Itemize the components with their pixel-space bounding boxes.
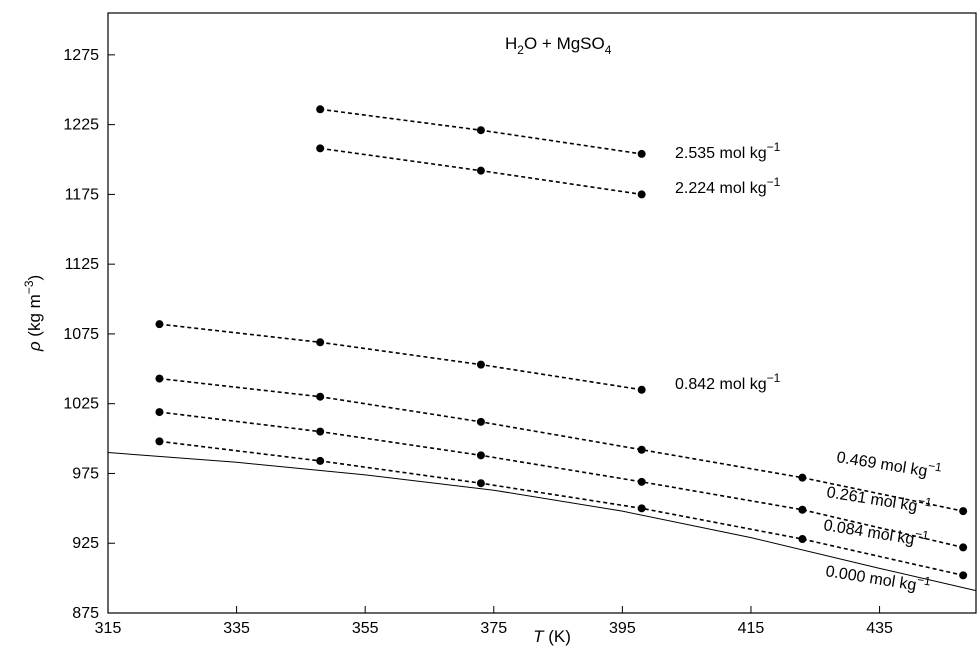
series-2.535 [316, 105, 646, 158]
series-0.084 [155, 437, 968, 580]
data-point [637, 385, 646, 394]
data-point [637, 149, 646, 158]
series-0.469 [155, 374, 968, 516]
data-point [155, 408, 164, 417]
data-point [798, 473, 807, 482]
y-tick-label: 1075 [63, 326, 99, 343]
data-point [316, 427, 325, 436]
x-tick-label: 415 [738, 620, 765, 637]
y-tick-label: 875 [72, 605, 99, 622]
data-point [637, 445, 646, 454]
plot-frame [107, 12, 977, 614]
data-point [316, 392, 325, 401]
y-tick-label: 1175 [65, 186, 100, 203]
x-tick-label: 395 [609, 620, 636, 637]
x-tick-label: 335 [223, 620, 250, 637]
ticks-layer: 315 335 355 375 395 415 435 875 925 975 1025 1075 11… [63, 47, 893, 637]
data-point [476, 126, 485, 135]
series-line [159, 440, 964, 577]
series-label-0.261: 0.261 mol kg−1 [825, 479, 933, 517]
data-point [476, 360, 485, 369]
series-0.261 [155, 408, 968, 552]
y-tick-label: 1125 [65, 256, 100, 273]
x-tick-label: 435 [866, 620, 893, 637]
x-axis-label: T (K) [533, 627, 571, 646]
data-point [316, 144, 325, 153]
data-point [959, 543, 968, 552]
series-2.224 [316, 144, 646, 199]
series-label-2.224: 2.224 mol kg−1 [675, 175, 781, 197]
series-label-0.842: 0.842 mol kg−1 [675, 371, 781, 393]
data-point [155, 320, 164, 329]
data-point [316, 456, 325, 465]
data-point [476, 479, 485, 488]
data-point [798, 535, 807, 544]
chart-annotation: H2O + MgSO4 [505, 34, 612, 57]
data-point [798, 505, 807, 514]
data-point [476, 166, 485, 175]
series-0.000 [107, 452, 977, 592]
data-point [316, 105, 325, 114]
y-tick-label: 925 [72, 535, 99, 552]
data-point [637, 477, 646, 486]
series-label-2.535: 2.535 mol kg−1 [675, 140, 781, 162]
data-point [637, 190, 646, 199]
y-tick-label: 975 [72, 465, 99, 482]
labels-layer: 2.535 mol kg−1 2.224 mol kg−1 0.842 mol kg… [675, 140, 943, 594]
data-point [155, 437, 164, 446]
data-point [959, 571, 968, 580]
data-point [476, 451, 485, 460]
y-tick-label: 1225 [63, 117, 99, 134]
x-tick-label: 315 [95, 620, 122, 637]
data-point [476, 417, 485, 426]
data-point [316, 338, 325, 347]
series-label-0.469: 0.469 mol kg−1 [835, 444, 943, 482]
data-point [155, 374, 164, 383]
data-point [959, 507, 968, 516]
x-tick-label: 375 [480, 620, 507, 637]
series-0.842 [155, 320, 646, 394]
series-line [107, 452, 977, 592]
series-line [159, 411, 964, 549]
series-line [159, 323, 642, 391]
x-tick-label: 355 [352, 620, 379, 637]
series-layer [107, 105, 977, 592]
data-point [637, 504, 646, 513]
y-tick-label: 1025 [63, 396, 99, 413]
series-line [159, 377, 964, 512]
y-tick-label: 1275 [63, 47, 99, 64]
y-axis-label: ρ (kg m−3) [22, 275, 44, 352]
